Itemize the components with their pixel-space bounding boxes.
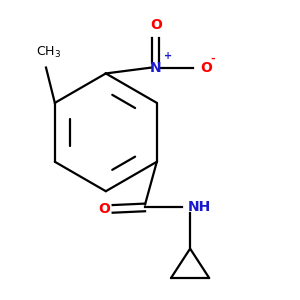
Text: O: O [98, 202, 110, 216]
Text: N: N [150, 61, 162, 75]
Text: O: O [200, 61, 212, 75]
Text: -: - [210, 54, 215, 64]
Text: CH$_3$: CH$_3$ [36, 45, 61, 60]
Text: NH: NH [188, 200, 211, 214]
Text: +: + [164, 51, 172, 61]
Text: O: O [150, 18, 162, 32]
